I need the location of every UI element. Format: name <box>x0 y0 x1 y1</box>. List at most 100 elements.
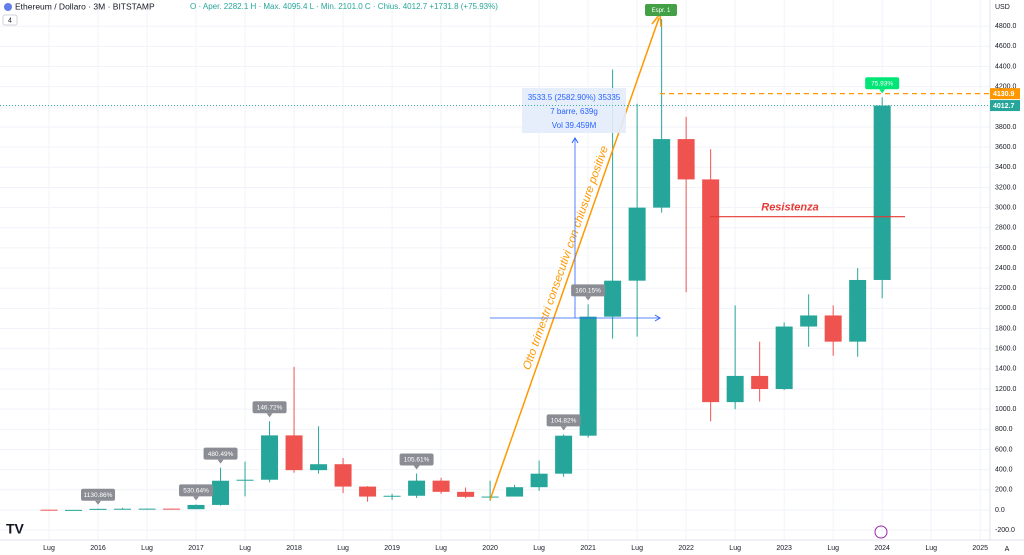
event-icon[interactable] <box>874 525 888 539</box>
y-tick-label: 3800.0 <box>995 124 1017 131</box>
candle-body <box>555 435 573 474</box>
candle-body <box>40 509 58 511</box>
x-tick-label: Lug <box>435 545 447 552</box>
candle-body <box>800 315 818 327</box>
candle-body <box>310 464 328 471</box>
y-tick-label: 2800.0 <box>995 225 1017 232</box>
candle-body <box>212 480 230 505</box>
candle-body <box>677 139 695 180</box>
change-label: 105.61% <box>404 457 430 464</box>
indicator-count: 4 <box>8 17 12 24</box>
price-tag <box>990 100 1020 112</box>
symbol-icon <box>4 3 12 11</box>
y-tick-label: 600.0 <box>995 446 1013 453</box>
y-tick-label: 2000.0 <box>995 305 1017 312</box>
change-label-box <box>865 77 900 90</box>
measure-v-head <box>571 137 579 144</box>
candle-body <box>506 487 524 497</box>
candle-body <box>138 508 156 510</box>
change-label-pointer <box>95 500 102 505</box>
candle-body <box>261 435 279 480</box>
y-tick-label: 4800.0 <box>995 23 1017 30</box>
change-label-pointer <box>217 459 224 464</box>
candle-body <box>604 280 622 317</box>
change-label: 1130.86% <box>84 492 113 499</box>
x-tick-label: 2017 <box>188 545 204 552</box>
candle-body <box>702 179 720 403</box>
currency: USD <box>995 4 1010 11</box>
change-label-pointer <box>266 413 273 418</box>
ohlc: O · Aper. 2282.1 H · Max. 4095.4 L · Min… <box>190 2 498 11</box>
measure-line: 7 barre, 639g <box>550 107 598 116</box>
candle-body <box>849 279 867 342</box>
x-tick-label: Lug <box>43 545 55 552</box>
candle-body <box>726 375 744 403</box>
change-label-box <box>203 447 238 460</box>
measure-line: Vol 39.459M <box>552 121 597 130</box>
y-tick-label: 0.0 <box>995 507 1005 514</box>
change-label-box <box>546 414 581 427</box>
y-tick-label: 4200.0 <box>995 84 1017 91</box>
candle-body <box>530 473 548 488</box>
y-tick-label: 2200.0 <box>995 285 1017 292</box>
target-label: Espr. 1 <box>652 8 671 14</box>
candle-body <box>236 479 254 481</box>
measure-h-head <box>654 314 661 322</box>
change-label-box <box>399 453 434 466</box>
y-tick-label: 800.0 <box>995 426 1013 433</box>
change-label: 104.82% <box>551 418 577 425</box>
change-label: 75.93% <box>871 80 893 87</box>
y-tick-label: 3200.0 <box>995 184 1017 191</box>
x-tick-label: 2025 <box>972 545 988 552</box>
logo: TV <box>6 521 25 537</box>
resistance-label: Resistenza <box>761 202 818 214</box>
x-tick-label: Lug <box>141 545 153 552</box>
y-tick-label: 1200.0 <box>995 386 1017 393</box>
indicator-toggle[interactable] <box>2 14 18 26</box>
y-tick-label: 2400.0 <box>995 265 1017 272</box>
y-tick-label: 1000.0 <box>995 406 1017 413</box>
candle-body <box>873 105 891 280</box>
trend-arrow <box>489 17 660 501</box>
candle-body <box>751 375 769 390</box>
x-tick-label: Lug <box>631 545 643 552</box>
x-tick-label: 2022 <box>678 545 694 552</box>
measure-line: 3533.5 (2582.90%) 35335 <box>528 93 621 102</box>
change-label: 146.72% <box>257 404 283 411</box>
candle-body <box>408 480 426 496</box>
x-tick-label: Lug <box>239 545 251 552</box>
x-tick-label: 2019 <box>384 545 400 552</box>
candle-body <box>481 496 499 498</box>
candle-body <box>89 508 107 510</box>
change-label-pointer <box>193 496 200 501</box>
candle-body <box>65 509 83 511</box>
change-label: 530.64% <box>183 488 209 495</box>
candle-body <box>824 315 842 342</box>
auto-button[interactable]: A <box>1005 546 1010 553</box>
change-label-box <box>179 484 214 497</box>
x-tick-label: Lug <box>533 545 545 552</box>
change-label-box <box>81 488 116 501</box>
x-tick-label: 2016 <box>90 545 106 552</box>
symbol: Ethereum / Dollaro · 3M · BITSTAMP <box>15 1 155 11</box>
y-tick-label: 1800.0 <box>995 325 1017 332</box>
change-label-pointer <box>585 296 592 301</box>
y-tick-label: 3600.0 <box>995 144 1017 151</box>
candle-body <box>359 486 377 497</box>
x-tick-label: 2018 <box>286 545 302 552</box>
candle-body <box>285 435 303 471</box>
candle-body <box>653 139 671 208</box>
change-label-pointer <box>879 89 886 94</box>
change-label: 160.15% <box>575 288 601 295</box>
candle-body <box>432 480 450 492</box>
x-tick-label: 2021 <box>580 545 596 552</box>
change-label-box <box>252 401 287 414</box>
candle-body <box>114 508 132 510</box>
candle-body <box>187 504 205 510</box>
candle-body <box>383 495 401 497</box>
change-label-box <box>571 284 606 297</box>
candle-body <box>775 326 793 390</box>
x-tick-label: 2023 <box>776 545 792 552</box>
change-label-pointer <box>560 426 567 431</box>
